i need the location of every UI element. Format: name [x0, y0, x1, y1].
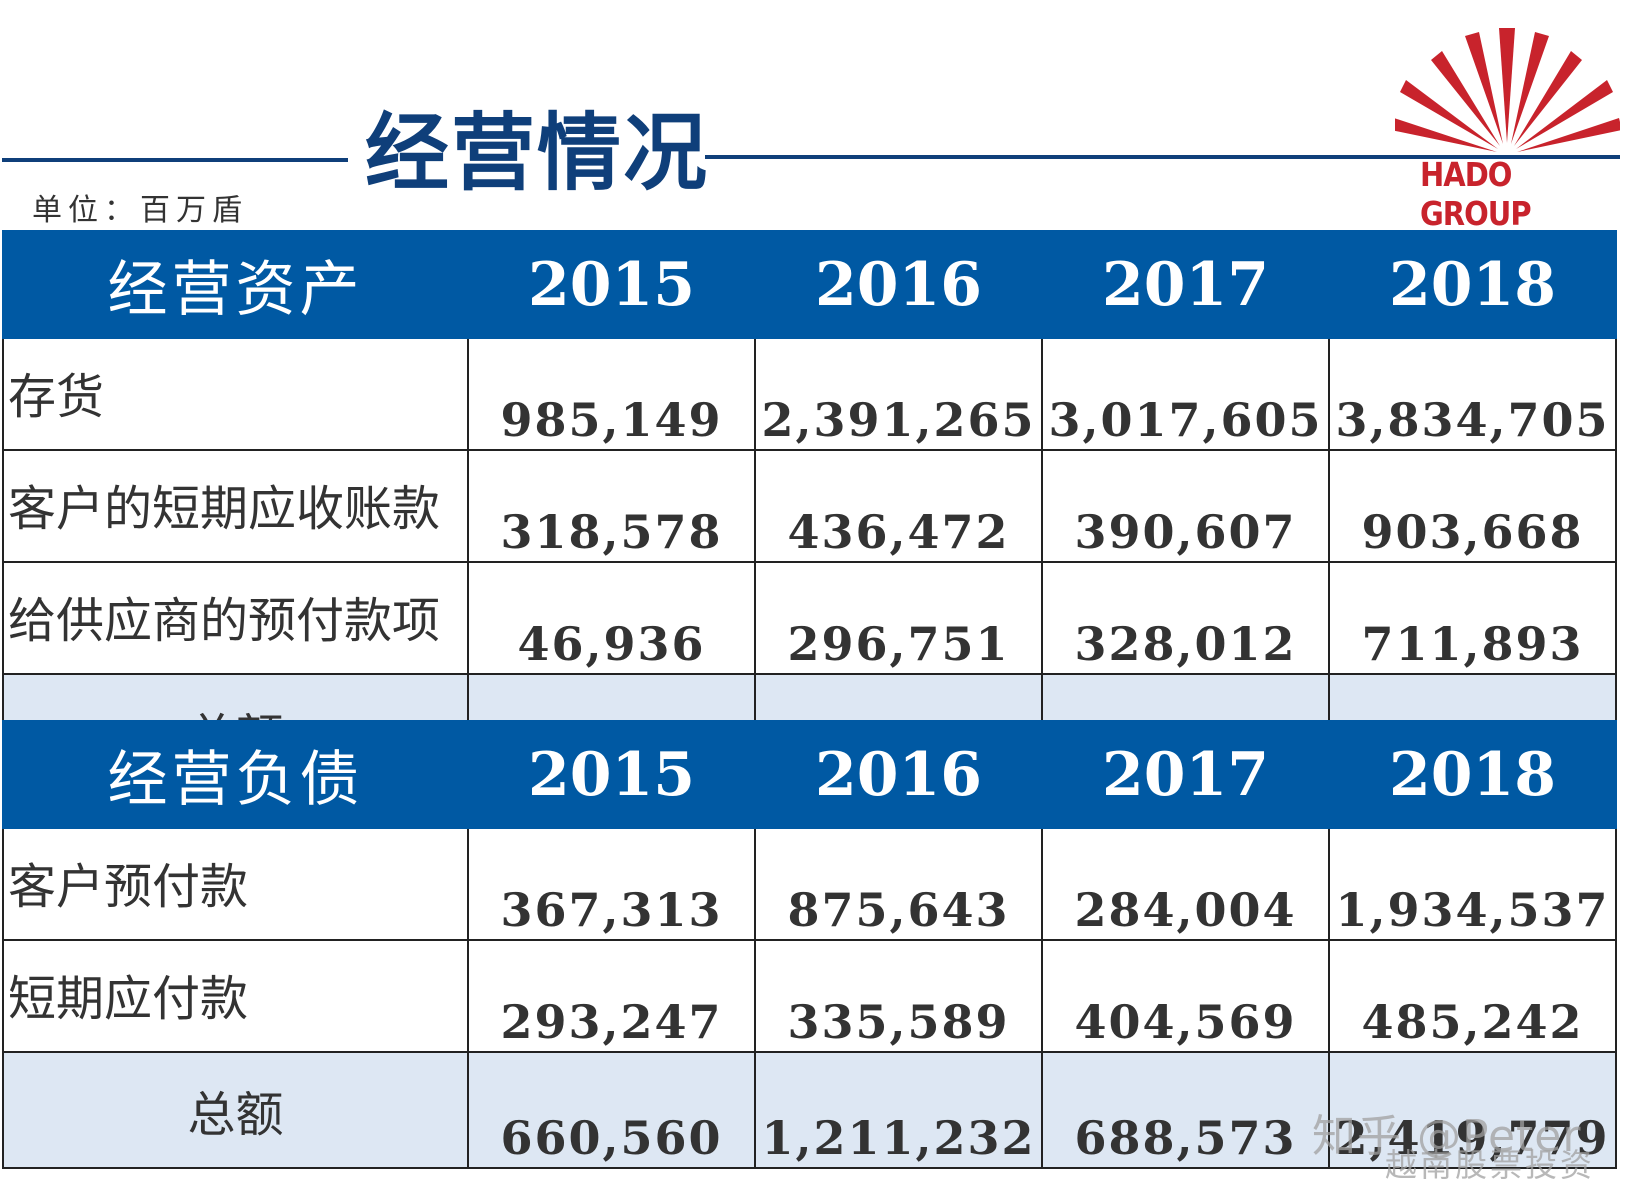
cell-value: 296,751	[754, 561, 1043, 675]
year-header: 2016	[754, 230, 1043, 339]
year-header: 2017	[1041, 230, 1330, 339]
cell-value: 404,569	[1041, 939, 1330, 1053]
hado-group-logo-icon	[1395, 28, 1620, 152]
cell-value: 328,012	[1041, 561, 1330, 675]
table-row: 给供应商的预付款项 46,936 296,751 328,012 711,893	[2, 561, 1617, 675]
cell-value: 2,391,265	[754, 337, 1043, 451]
total-value: 1,211,232	[754, 1051, 1043, 1169]
unit-label: 单位：百万盾	[32, 193, 248, 228]
row-label: 短期应付款	[2, 939, 469, 1053]
watermark-subtitle: 越南股票投资	[1385, 1146, 1596, 1184]
table-row: 客户预付款 367,313 875,643 284,004 1,934,537	[2, 827, 1617, 941]
year-header: 2016	[754, 720, 1043, 829]
cell-value: 1,934,537	[1328, 827, 1617, 941]
table-row: 短期应付款 293,247 335,589 404,569 485,242	[2, 939, 1617, 1053]
table-header-row: 经营资产 2015 2016 2017 2018	[2, 230, 1617, 339]
watermark-brand: 知乎 @Peter	[1312, 1111, 1582, 1162]
cell-value: 293,247	[467, 939, 756, 1053]
table-header-row: 经营负债 2015 2016 2017 2018	[2, 720, 1617, 829]
table-row: 存货 985,149 2,391,265 3,017,605 3,834,705	[2, 337, 1617, 451]
total-label: 总额	[2, 1051, 469, 1169]
total-row: 总额 660,560 1,211,232 688,573 2,419,779	[2, 1051, 1617, 1169]
total-value: 660,560	[467, 1051, 756, 1169]
year-header: 2017	[1041, 720, 1330, 829]
cell-value: 335,589	[754, 939, 1043, 1053]
cell-value: 46,936	[467, 561, 756, 675]
year-header: 2018	[1328, 720, 1617, 829]
row-label: 客户的短期应收账款	[2, 449, 469, 563]
title-rule-left	[2, 158, 348, 162]
year-header: 2018	[1328, 230, 1617, 339]
operating-assets-table: 经营资产 2015 2016 2017 2018 存货 985,149 2,39…	[2, 230, 1617, 791]
cell-value: 390,607	[1041, 449, 1330, 563]
row-label: 客户预付款	[2, 827, 469, 941]
cell-value: 3,017,605	[1041, 337, 1330, 451]
row-label: 给供应商的预付款项	[2, 561, 469, 675]
cell-value: 318,578	[467, 449, 756, 563]
table-heading: 经营负债	[2, 720, 469, 829]
table-heading: 经营资产	[2, 230, 469, 339]
year-header: 2015	[467, 230, 756, 339]
cell-value: 284,004	[1041, 827, 1330, 941]
year-header: 2015	[467, 720, 756, 829]
cell-value: 985,149	[467, 337, 756, 451]
cell-value: 485,242	[1328, 939, 1617, 1053]
total-value: 2,419,779	[1328, 1051, 1617, 1169]
page-title: 经营情况	[365, 104, 710, 202]
cell-value: 903,668	[1328, 449, 1617, 563]
cell-value: 367,313	[467, 827, 756, 941]
logo-text: HADO GROUP	[1420, 154, 1532, 234]
total-value: 688,573	[1041, 1051, 1330, 1169]
title-rule-right	[705, 155, 1620, 159]
cell-value: 875,643	[754, 827, 1043, 941]
cell-value: 711,893	[1328, 561, 1617, 675]
operating-liabilities-table: 经营负债 2015 2016 2017 2018 客户预付款 367,313 8…	[2, 720, 1617, 1169]
row-label: 存货	[2, 337, 469, 451]
cell-value: 3,834,705	[1328, 337, 1617, 451]
table-row: 客户的短期应收账款 318,578 436,472 390,607 903,66…	[2, 449, 1617, 563]
cell-value: 436,472	[754, 449, 1043, 563]
